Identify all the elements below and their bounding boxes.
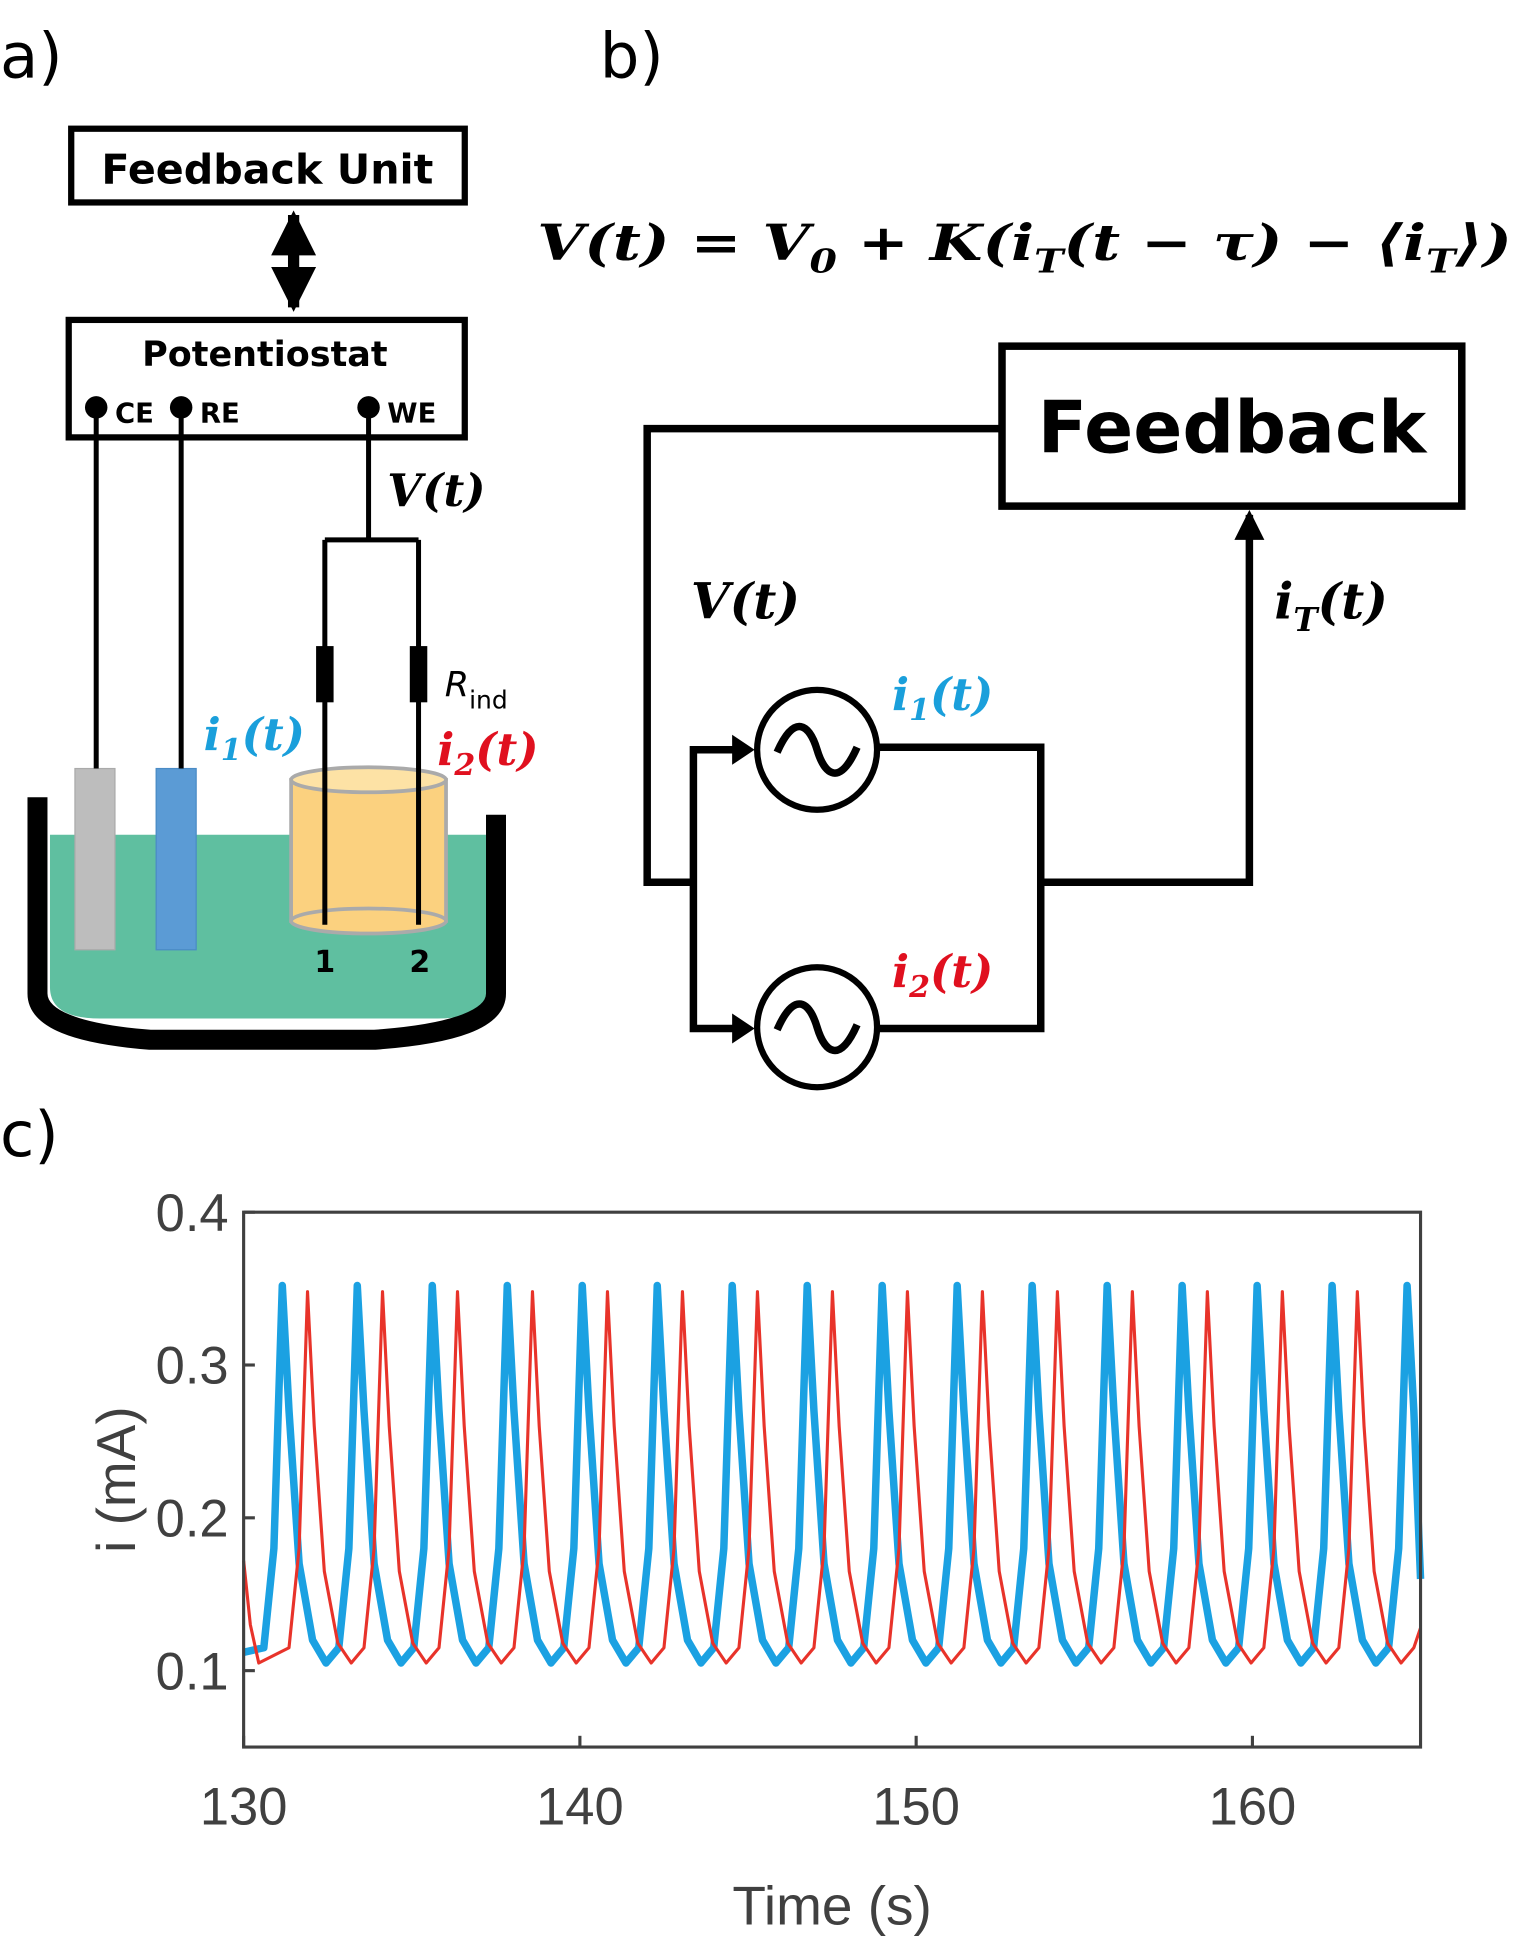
symbol: i [892,668,909,721]
series-line [242,1281,1425,1667]
current-label: i2(t) [437,723,538,783]
circuit-wire [643,424,1254,1033]
subscript: T [1293,601,1320,639]
electrode-top [289,765,448,795]
x-tick-label: 150 [872,1778,960,1837]
reference-electrode [155,767,197,951]
resistor-label: Rind [445,665,508,715]
terminal-label: CE [115,397,154,429]
subscript: 1 [909,693,930,728]
symbol: i [1274,572,1293,631]
current-label: i2(t) [892,945,993,1005]
current-label: i1(t) [204,708,305,768]
subscript: 1 [221,733,242,768]
y-tick-label: 0.2 [156,1490,229,1549]
equation-subscript: 0 [809,242,837,280]
argument: (t) [242,708,305,761]
argument: (t) [930,668,993,721]
subscript: ind [469,686,508,715]
x-tick-label: 140 [536,1778,624,1837]
feedback-unit-box [68,125,468,206]
box-label: Potentiostat [142,335,388,375]
panel-label: c) [0,1098,59,1171]
equation-part: + K(i [837,213,1034,272]
resistor [316,646,334,703]
subscript: 2 [453,748,475,783]
voltage-label: V(t) [691,572,800,631]
equation-part: (t − τ) − ⟨i [1063,213,1426,272]
panel-label: b) [600,19,664,92]
equation-part: ⟩) [1454,213,1512,272]
working-electrode [289,777,448,923]
beaker [27,797,506,1050]
electrode-bottom [289,906,448,936]
box-label: Feedback [1038,386,1428,470]
argument: (t) [1318,572,1388,631]
symbol: i [892,945,909,998]
panel-label: a) [0,19,63,92]
y-tick-label: 0.3 [156,1337,229,1396]
resistor [409,646,428,703]
equation-part: V(t) = V [537,213,816,272]
y-tick-label: 0.4 [156,1184,229,1243]
series-line [242,1290,1423,1665]
y-axis-label: i (mA) [85,1406,147,1553]
voltage-label: V(t) [387,464,485,517]
symbol: i [204,708,221,761]
electrode-number: 1 [314,945,335,980]
electrode-number: 2 [409,945,430,980]
current-label: i1(t) [892,668,993,728]
argument: (t) [930,945,993,998]
panel-c: c) Time (s) i (mA) 130 140 150 160 0.1 0.2 0.3… [0,1098,1425,1937]
terminal-label: WE [387,397,436,429]
y-tick-label: 0.1 [156,1642,229,1701]
terminal-label: RE [200,397,240,429]
symbol: R [445,665,469,705]
argument: (t) [475,723,538,776]
sine-symbol [773,722,861,1055]
symbol: i [437,723,454,776]
box-label: Feedback Unit [101,146,433,194]
x-tick-label: 160 [1209,1778,1297,1837]
panel-a: a) Feedback Unit Potentiostat CE RE WE V… [0,19,539,1050]
equation-subscript: T [1034,242,1067,280]
x-tick-label: 130 [200,1778,288,1837]
subscript: 2 [908,970,930,1005]
current-label: iT(t) [1274,572,1388,640]
wire [93,407,422,925]
potentiostat-box [65,316,468,441]
x-axis-label: Time (s) [732,1875,931,1937]
equation-subscript: T [1426,242,1459,280]
counter-electrode [74,767,116,951]
plot-frame [242,1210,1423,1749]
